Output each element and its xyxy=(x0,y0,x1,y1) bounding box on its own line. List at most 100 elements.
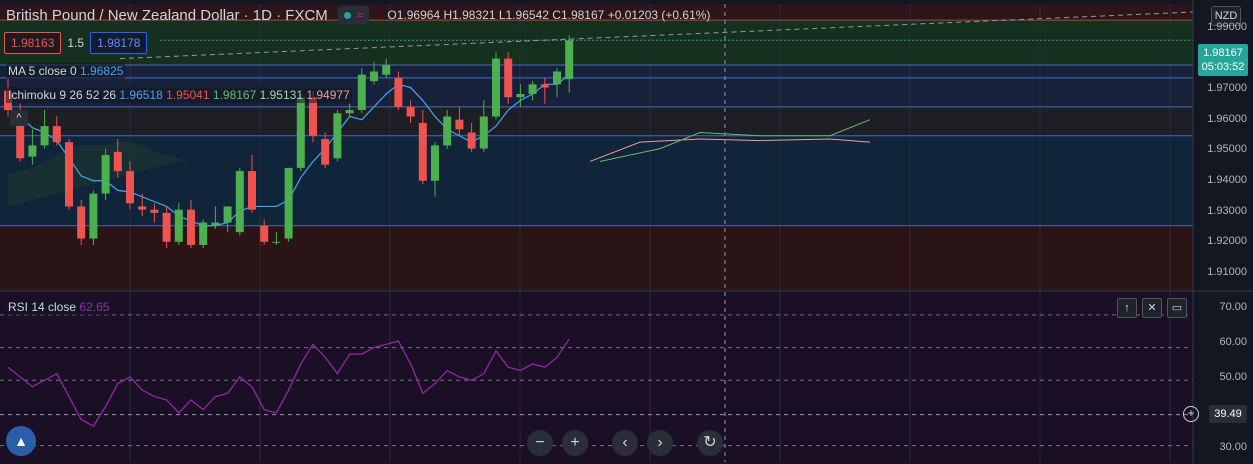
candle-body xyxy=(370,71,378,82)
close-value: 1.98167 xyxy=(560,8,605,22)
candle-body xyxy=(284,167,293,239)
rsi-tick: 50.00 xyxy=(1219,371,1247,383)
candle-body xyxy=(248,171,256,210)
candle-body xyxy=(89,193,98,239)
candle-body xyxy=(272,241,281,243)
ohlc-values: O1.96964 H1.98321 L1.96542 C1.98167 +0.0… xyxy=(387,8,711,22)
candle-body xyxy=(382,65,391,75)
low-value: 1.96542 xyxy=(505,8,549,22)
last-price-tag: 1.98167 05:03:52 xyxy=(1198,44,1248,76)
zoom-out-button[interactable]: − xyxy=(527,430,553,456)
candle-body xyxy=(492,58,500,117)
candle-body xyxy=(101,155,110,194)
price-tick: 1.91000 xyxy=(1207,266,1247,278)
rsi-tick: 30.00 xyxy=(1219,441,1247,453)
symbol-title[interactable]: British Pound / New Zealand Dollar · 1D … xyxy=(6,6,328,24)
support-zone xyxy=(0,20,1193,66)
collapse-legend-button[interactable]: ^ xyxy=(10,110,28,126)
market-open-icon xyxy=(343,11,351,19)
trend-line xyxy=(119,11,1194,60)
price-tick: 1.93000 xyxy=(1207,205,1247,217)
zoom-in-icon: + xyxy=(570,434,580,451)
price-tick: 1.97000 xyxy=(1207,82,1247,94)
range-zone xyxy=(0,225,1193,290)
candle-body xyxy=(553,71,561,85)
ichimoku-cloud xyxy=(8,142,570,207)
candle-body xyxy=(467,132,476,149)
candle-body xyxy=(40,126,49,146)
market-status[interactable]: ≈ xyxy=(337,6,370,24)
candle-body xyxy=(211,222,220,226)
candle-body xyxy=(418,122,427,181)
rsi-legend[interactable]: RSI 14 close 62.65 xyxy=(6,299,112,315)
candle-body xyxy=(296,97,305,168)
add-alert-button[interactable]: + xyxy=(1183,406,1199,422)
zoom-out-icon: − xyxy=(535,434,545,451)
buy-button[interactable]: 1.98178 xyxy=(90,32,148,54)
move-pane-up-button[interactable]: ↑ xyxy=(1117,298,1137,318)
candle-body xyxy=(126,171,134,204)
candle-body xyxy=(345,110,354,114)
candle-body xyxy=(321,138,330,165)
candle-body xyxy=(309,97,317,136)
candle-body xyxy=(223,206,232,223)
price-tick: 1.96000 xyxy=(1207,113,1247,125)
candle-body xyxy=(479,116,488,149)
rsi-tick: 60.00 xyxy=(1219,336,1247,348)
maximize-pane-button[interactable]: ▭ xyxy=(1167,298,1187,318)
rsi-pane-background xyxy=(0,292,1193,462)
candle-body xyxy=(65,142,73,207)
logo-icon[interactable]: ▲ xyxy=(6,426,36,456)
candle-body xyxy=(431,145,439,181)
ma-legend[interactable]: MA 5 close 0 1.96825 xyxy=(6,63,126,79)
resistance-zone xyxy=(0,4,1193,21)
ichimoku-legend[interactable]: Ichimoku 9 26 52 26 1.96518 1.95041 1.98… xyxy=(6,87,352,103)
candle-body xyxy=(260,225,269,242)
candle-body xyxy=(77,206,86,239)
spread-value: 1.5 xyxy=(67,36,85,50)
plus-icon: + xyxy=(1187,406,1195,420)
delete-pane-button[interactable]: ✕ xyxy=(1142,298,1162,318)
reset-chart-button[interactable]: ↻ xyxy=(697,430,723,456)
range-zone xyxy=(0,135,1193,226)
sell-button[interactable]: 1.98163 xyxy=(4,32,62,54)
candle-body xyxy=(174,209,183,242)
range-zone xyxy=(0,106,1193,136)
chevron-up-icon: ^ xyxy=(16,112,22,124)
crosshair-value-tag: 39.49 xyxy=(1209,405,1247,423)
high-value: 1.98321 xyxy=(452,8,496,22)
ichimoku-senkou-b xyxy=(589,138,871,162)
candle-body xyxy=(528,84,537,94)
close-icon: ✕ xyxy=(1147,302,1157,314)
candle-body xyxy=(162,212,171,242)
bar-countdown: 05:03:52 xyxy=(1201,61,1245,73)
open-value: 1.96964 xyxy=(396,8,441,22)
candle-body xyxy=(113,151,122,172)
zoom-in-button[interactable]: + xyxy=(562,430,588,456)
price-tick: 1.94000 xyxy=(1207,174,1247,186)
change-value: +0.01203 (+0.61%) xyxy=(607,8,711,22)
candle-body xyxy=(394,77,403,107)
candle-body xyxy=(16,113,25,159)
scroll-right-button[interactable]: › xyxy=(647,430,673,456)
candle-body xyxy=(565,40,574,80)
currency-label[interactable]: NZD xyxy=(1211,6,1241,26)
candle-body xyxy=(516,93,525,98)
candle-body xyxy=(443,116,452,146)
candle-body xyxy=(235,171,244,233)
ichimoku-senkou-a xyxy=(599,119,871,162)
scroll-left-button[interactable]: ‹ xyxy=(612,430,638,456)
symbol-header: British Pound / New Zealand Dollar · 1D … xyxy=(6,4,710,26)
rsi-line xyxy=(7,338,570,427)
arrow-up-icon: ↑ xyxy=(1124,302,1130,314)
scroll-left-icon: ‹ xyxy=(622,434,628,451)
price-tick: 1.99000 xyxy=(1207,21,1247,33)
reset-icon: ↻ xyxy=(703,434,717,451)
candle-body xyxy=(455,119,464,130)
candle-body xyxy=(333,113,342,159)
price-tick: 1.92000 xyxy=(1207,235,1247,247)
scroll-right-icon: › xyxy=(657,434,663,451)
candle-body xyxy=(187,209,195,246)
maximize-icon: ▭ xyxy=(1171,302,1183,314)
